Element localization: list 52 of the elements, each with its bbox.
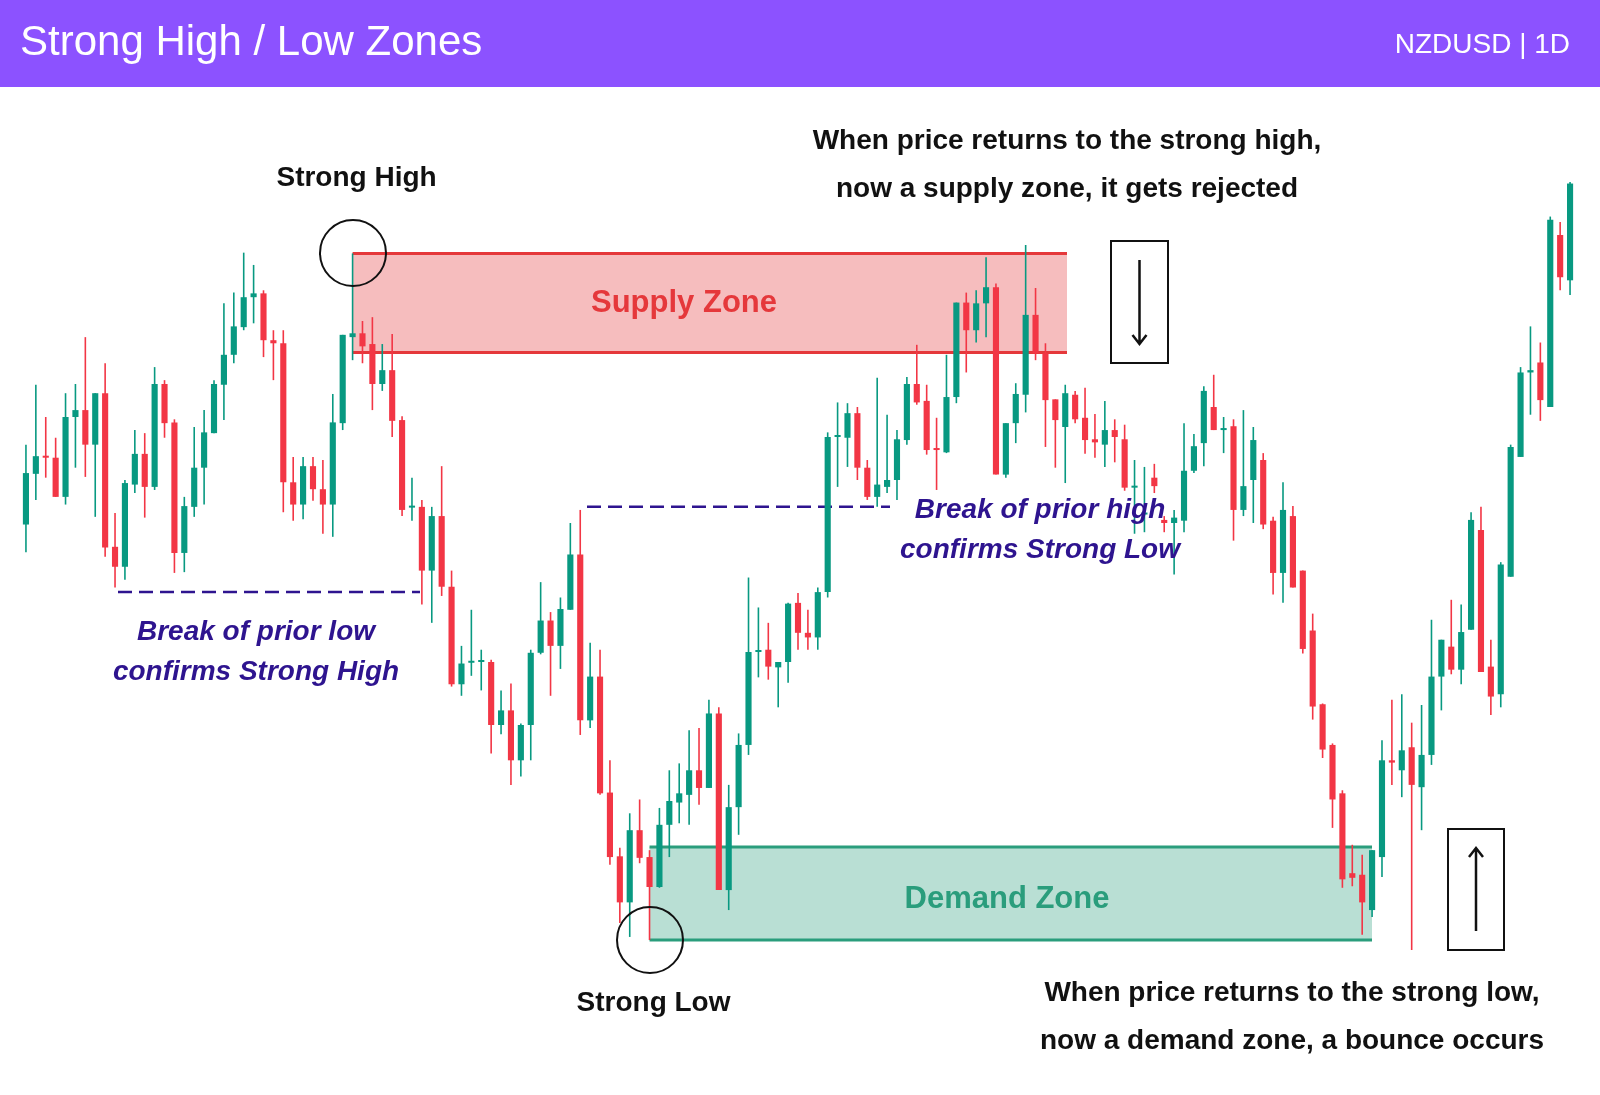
chart-subtitle: NZDUSD | 1D	[1394, 28, 1570, 60]
candlestick	[834, 401, 841, 488]
candlestick	[1111, 418, 1118, 464]
candlestick	[111, 512, 119, 589]
candlestick	[468, 608, 475, 677]
candlestick	[250, 264, 257, 325]
candlestick	[1052, 398, 1059, 469]
annotation: Strong Low	[576, 986, 731, 1019]
candlestick	[1527, 325, 1534, 416]
candlestick	[933, 416, 940, 491]
candlestick	[1240, 409, 1247, 517]
candlestick	[270, 329, 277, 381]
candlestick	[458, 645, 465, 697]
candlestick	[379, 343, 386, 392]
candlestick	[695, 727, 703, 806]
candlestick	[309, 456, 317, 502]
candlestick	[666, 769, 673, 858]
annotation: When price returns to the strong high, now a supply zone, it gets rejected	[812, 123, 1322, 205]
annotation: Strong High	[276, 161, 437, 194]
candlestick	[72, 383, 79, 469]
candlestick	[408, 476, 416, 522]
candlestick	[1210, 373, 1217, 431]
candlestick	[1349, 843, 1356, 888]
candlestick	[983, 256, 990, 338]
candlestick	[1398, 693, 1405, 798]
candlestick	[755, 606, 762, 679]
candlestick	[1081, 387, 1089, 455]
candlestick	[1448, 598, 1455, 676]
candlestick	[676, 762, 683, 825]
candlestick	[1101, 400, 1108, 468]
candlestick	[874, 377, 881, 508]
candlestick	[497, 689, 505, 735]
candlestick	[359, 320, 366, 365]
band-label: Demand Zone	[904, 880, 1110, 916]
candlestick	[349, 252, 356, 361]
candlestick	[913, 344, 920, 406]
chart-title: Strong High / Low Zones	[20, 17, 483, 65]
candlestick	[765, 622, 772, 681]
candlestick	[32, 383, 39, 501]
band-label: Supply Zone	[591, 284, 777, 320]
ref-line-label: Break of prior low confirms Strong High	[112, 614, 400, 688]
candlestick	[1220, 416, 1227, 454]
candlestick	[1151, 463, 1158, 494]
candlestick	[775, 661, 782, 709]
candlestick	[319, 459, 326, 535]
candlestick	[478, 648, 485, 692]
candlestick	[884, 413, 891, 494]
candlestick	[1091, 413, 1099, 459]
candlestick	[42, 416, 49, 479]
candlestick	[1388, 698, 1395, 786]
text: When price returns to the strong low, now a demand zone, a bounce occurs	[1039, 975, 1545, 1057]
candlestick	[290, 456, 297, 522]
